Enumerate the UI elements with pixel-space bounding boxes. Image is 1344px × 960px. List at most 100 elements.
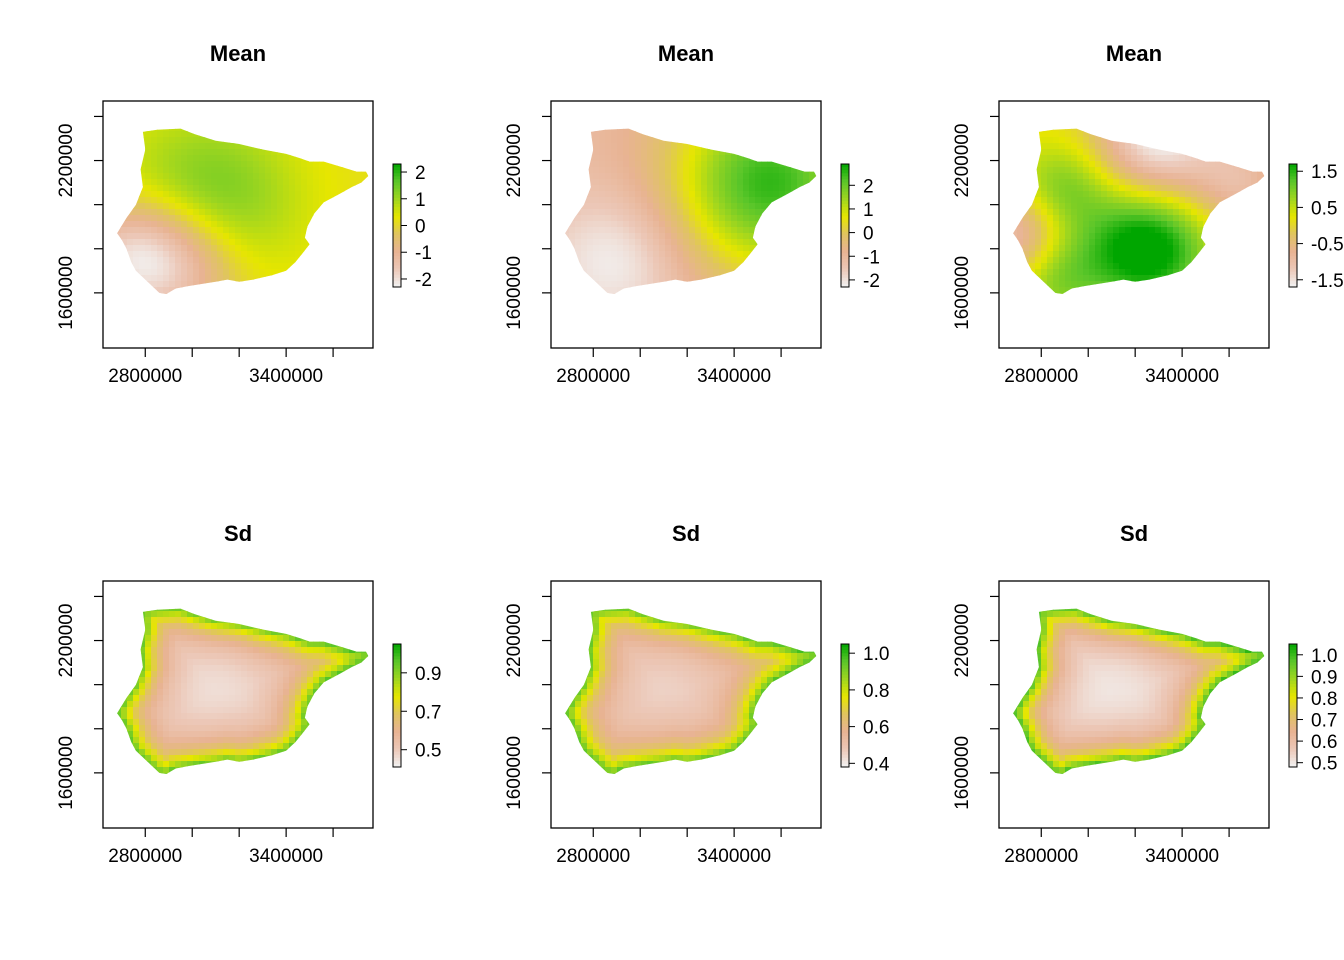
raster-cell bbox=[229, 227, 236, 234]
raster-cell bbox=[713, 245, 720, 252]
legend-frame bbox=[392, 643, 402, 768]
raster-cell bbox=[283, 233, 290, 240]
raster-cell bbox=[1053, 221, 1060, 228]
raster-cell bbox=[235, 167, 242, 174]
raster-cell bbox=[1179, 233, 1186, 240]
raster-cell bbox=[277, 677, 284, 684]
raster-cell bbox=[1143, 173, 1150, 180]
raster-cell bbox=[157, 749, 164, 756]
raster-cell bbox=[677, 665, 684, 672]
raster-cell bbox=[145, 761, 152, 768]
raster-cell bbox=[1119, 281, 1126, 288]
raster-cell bbox=[211, 761, 218, 768]
raster-cell bbox=[1125, 761, 1132, 768]
legend-swatch bbox=[1289, 243, 1297, 248]
raster-cell bbox=[1053, 677, 1060, 684]
raster-cell bbox=[599, 677, 606, 684]
raster-cell bbox=[187, 653, 194, 660]
raster-cell bbox=[1095, 677, 1102, 684]
raster-cell bbox=[121, 701, 128, 708]
raster-cell bbox=[1029, 677, 1036, 684]
raster-cell bbox=[1035, 623, 1042, 630]
raster-cell bbox=[169, 683, 176, 690]
raster-cell bbox=[247, 635, 254, 642]
raster-cell bbox=[1125, 173, 1132, 180]
raster-cell bbox=[1101, 755, 1108, 762]
raster-cell bbox=[1239, 191, 1246, 198]
raster-cell bbox=[265, 203, 272, 210]
raster-cell bbox=[1095, 239, 1102, 246]
raster-cell bbox=[755, 713, 762, 720]
raster-cell bbox=[1149, 671, 1156, 678]
raster-cell bbox=[157, 161, 164, 168]
raster-cell bbox=[785, 191, 792, 198]
raster-cell bbox=[1173, 239, 1180, 246]
raster-cell bbox=[139, 689, 146, 696]
raster-cell bbox=[629, 179, 636, 186]
raster-cell bbox=[617, 719, 624, 726]
raster-cell bbox=[157, 191, 164, 198]
raster-cell bbox=[1149, 677, 1156, 684]
raster-cell bbox=[599, 197, 606, 204]
raster-cell bbox=[671, 155, 678, 162]
raster-cell bbox=[593, 623, 600, 630]
raster-cell bbox=[629, 149, 636, 156]
raster-cell bbox=[665, 257, 672, 264]
raster-cell bbox=[1035, 209, 1042, 216]
raster-cell bbox=[271, 701, 278, 708]
raster-cell bbox=[1035, 683, 1042, 690]
raster-cell bbox=[1089, 731, 1096, 738]
raster-cell bbox=[1191, 215, 1198, 222]
raster-cell bbox=[593, 761, 600, 768]
raster-cell bbox=[605, 239, 612, 246]
raster-cell bbox=[683, 629, 690, 636]
raster-cell bbox=[1215, 203, 1222, 210]
raster-cell bbox=[707, 641, 714, 648]
raster-cell bbox=[1143, 659, 1150, 666]
raster-cell bbox=[635, 683, 642, 690]
legend-swatch bbox=[841, 259, 849, 263]
raster-cell bbox=[235, 281, 242, 288]
raster-cell bbox=[151, 677, 158, 684]
raster-cell bbox=[193, 221, 200, 228]
raster-cell bbox=[1137, 737, 1144, 744]
raster-cell bbox=[265, 275, 272, 282]
raster-cell bbox=[181, 635, 188, 642]
raster-cell bbox=[193, 641, 200, 648]
raster-cell bbox=[653, 143, 660, 150]
raster-cell bbox=[241, 167, 248, 174]
raster-cell bbox=[217, 173, 224, 180]
raster-cell bbox=[599, 257, 606, 264]
raster-cell bbox=[593, 233, 600, 240]
raster-cell bbox=[1221, 179, 1228, 186]
raster-cell bbox=[223, 707, 230, 714]
raster-cell bbox=[259, 203, 266, 210]
raster-cell bbox=[1161, 221, 1168, 228]
raster-cell bbox=[157, 725, 164, 732]
raster-cell bbox=[671, 671, 678, 678]
legend-swatch bbox=[1289, 188, 1297, 193]
raster-cell bbox=[235, 629, 242, 636]
legend-swatch bbox=[841, 197, 849, 202]
raster-cell bbox=[707, 197, 714, 204]
raster-cell bbox=[1071, 161, 1078, 168]
raster-cell bbox=[301, 713, 308, 720]
raster-cell bbox=[611, 641, 618, 648]
raster-cell bbox=[1053, 197, 1060, 204]
raster-cell bbox=[1143, 185, 1150, 192]
raster-cell bbox=[1041, 647, 1048, 654]
raster-cell bbox=[575, 725, 582, 732]
raster-cell bbox=[665, 719, 672, 726]
raster-cell bbox=[265, 665, 272, 672]
raster-cell bbox=[157, 719, 164, 726]
raster-cell bbox=[611, 623, 618, 630]
raster-cell bbox=[1107, 731, 1114, 738]
raster-cell bbox=[1167, 701, 1174, 708]
raster-cell bbox=[295, 239, 302, 246]
raster-cell bbox=[343, 161, 350, 168]
raster-cell bbox=[1173, 641, 1180, 648]
raster-cell bbox=[1137, 209, 1144, 216]
raster-cell bbox=[1161, 707, 1168, 714]
raster-cell bbox=[1095, 635, 1102, 642]
raster-cell bbox=[133, 203, 140, 210]
